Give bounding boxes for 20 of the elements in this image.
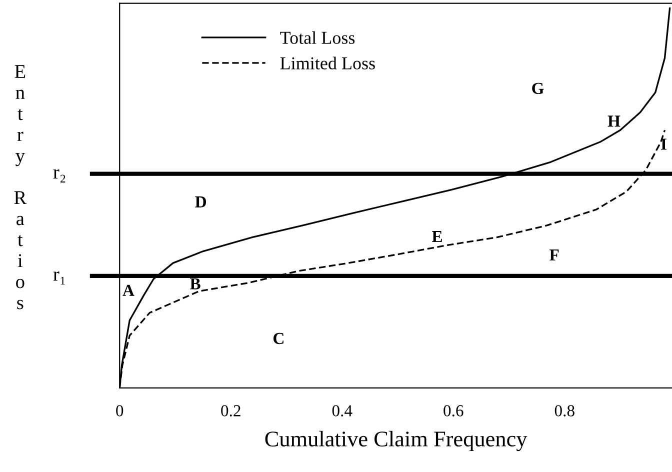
x-tick-label: 0	[116, 405, 124, 416]
annotation: I	[661, 138, 666, 150]
x-axis-title: Cumulative Claim Frequency	[265, 430, 528, 452]
x-tick-label: 0.2	[221, 405, 240, 416]
ref-line-label: r₁	[53, 271, 65, 285]
annotation: F	[550, 250, 559, 260]
annotation: C	[274, 332, 284, 344]
x-tick-label: 0.6	[444, 405, 464, 416]
annotation: H	[608, 116, 620, 127]
legend-label: Total Loss	[280, 31, 355, 44]
x-tick-label: 0.4	[332, 405, 352, 416]
annotation: E	[432, 231, 442, 242]
annotation: D	[195, 196, 206, 208]
annotation: A	[122, 284, 134, 296]
x-tick-label: 0.8	[554, 405, 574, 416]
legend-label: Limited Loss	[280, 56, 375, 70]
text: Entry Ratios	[14, 65, 27, 310]
annotation: G	[532, 82, 544, 94]
annotation: B	[190, 278, 200, 290]
ref-line-label: r₂	[53, 169, 66, 182]
